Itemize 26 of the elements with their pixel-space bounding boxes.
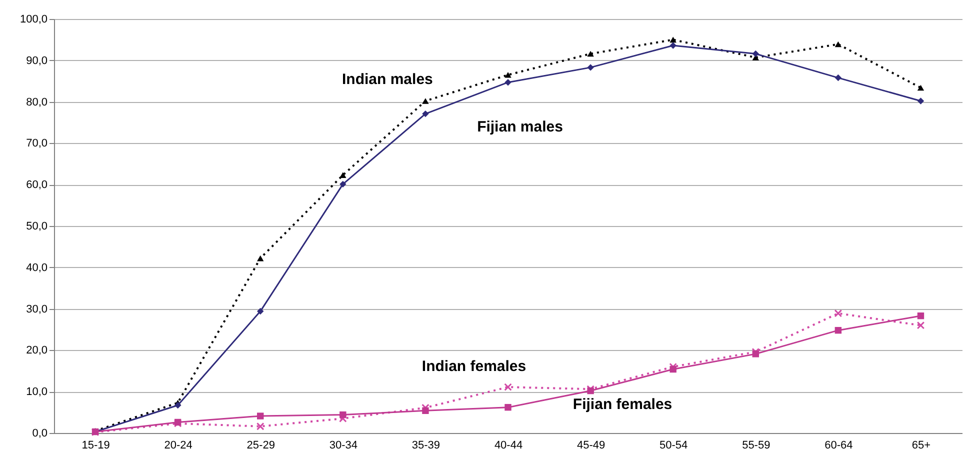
y-tick-label: 40,0 [26, 262, 48, 274]
x-tick-label: 55-59 [742, 440, 770, 452]
x-tick-label: 60-64 [824, 440, 853, 452]
y-tick-label: 20,0 [26, 344, 48, 357]
x-tick-label: 50-54 [660, 440, 688, 452]
y-tick-label: 70,0 [26, 138, 48, 150]
series-label: Indian males [342, 70, 433, 88]
x-tick-label: 20-24 [164, 440, 192, 452]
series-label: Indian females [422, 358, 526, 376]
x-tick-label: 30-34 [329, 440, 358, 452]
x-tick-label: 35-39 [412, 440, 440, 452]
y-tick-label: 50,0 [26, 220, 48, 232]
y-tick-label: 100,0 [20, 14, 48, 26]
y-tick-label: 60,0 [26, 179, 48, 192]
y-tick-label: 30,0 [26, 303, 48, 316]
x-tick-label: 15-19 [82, 440, 110, 452]
series-label: Fijian males [477, 118, 563, 136]
y-tick-label: 90,0 [26, 54, 48, 67]
y-tick-label: 10,0 [26, 386, 48, 398]
x-tick-label: 65+ [912, 440, 931, 452]
y-tick-label: 0,0 [32, 428, 48, 440]
x-tick-label: 25-29 [246, 440, 275, 452]
y-tick-label: 80,0 [26, 96, 48, 108]
series-label: Fijian females [572, 396, 672, 413]
x-tick-label: 40-44 [494, 440, 523, 452]
x-tick-label: 45-49 [576, 440, 606, 452]
